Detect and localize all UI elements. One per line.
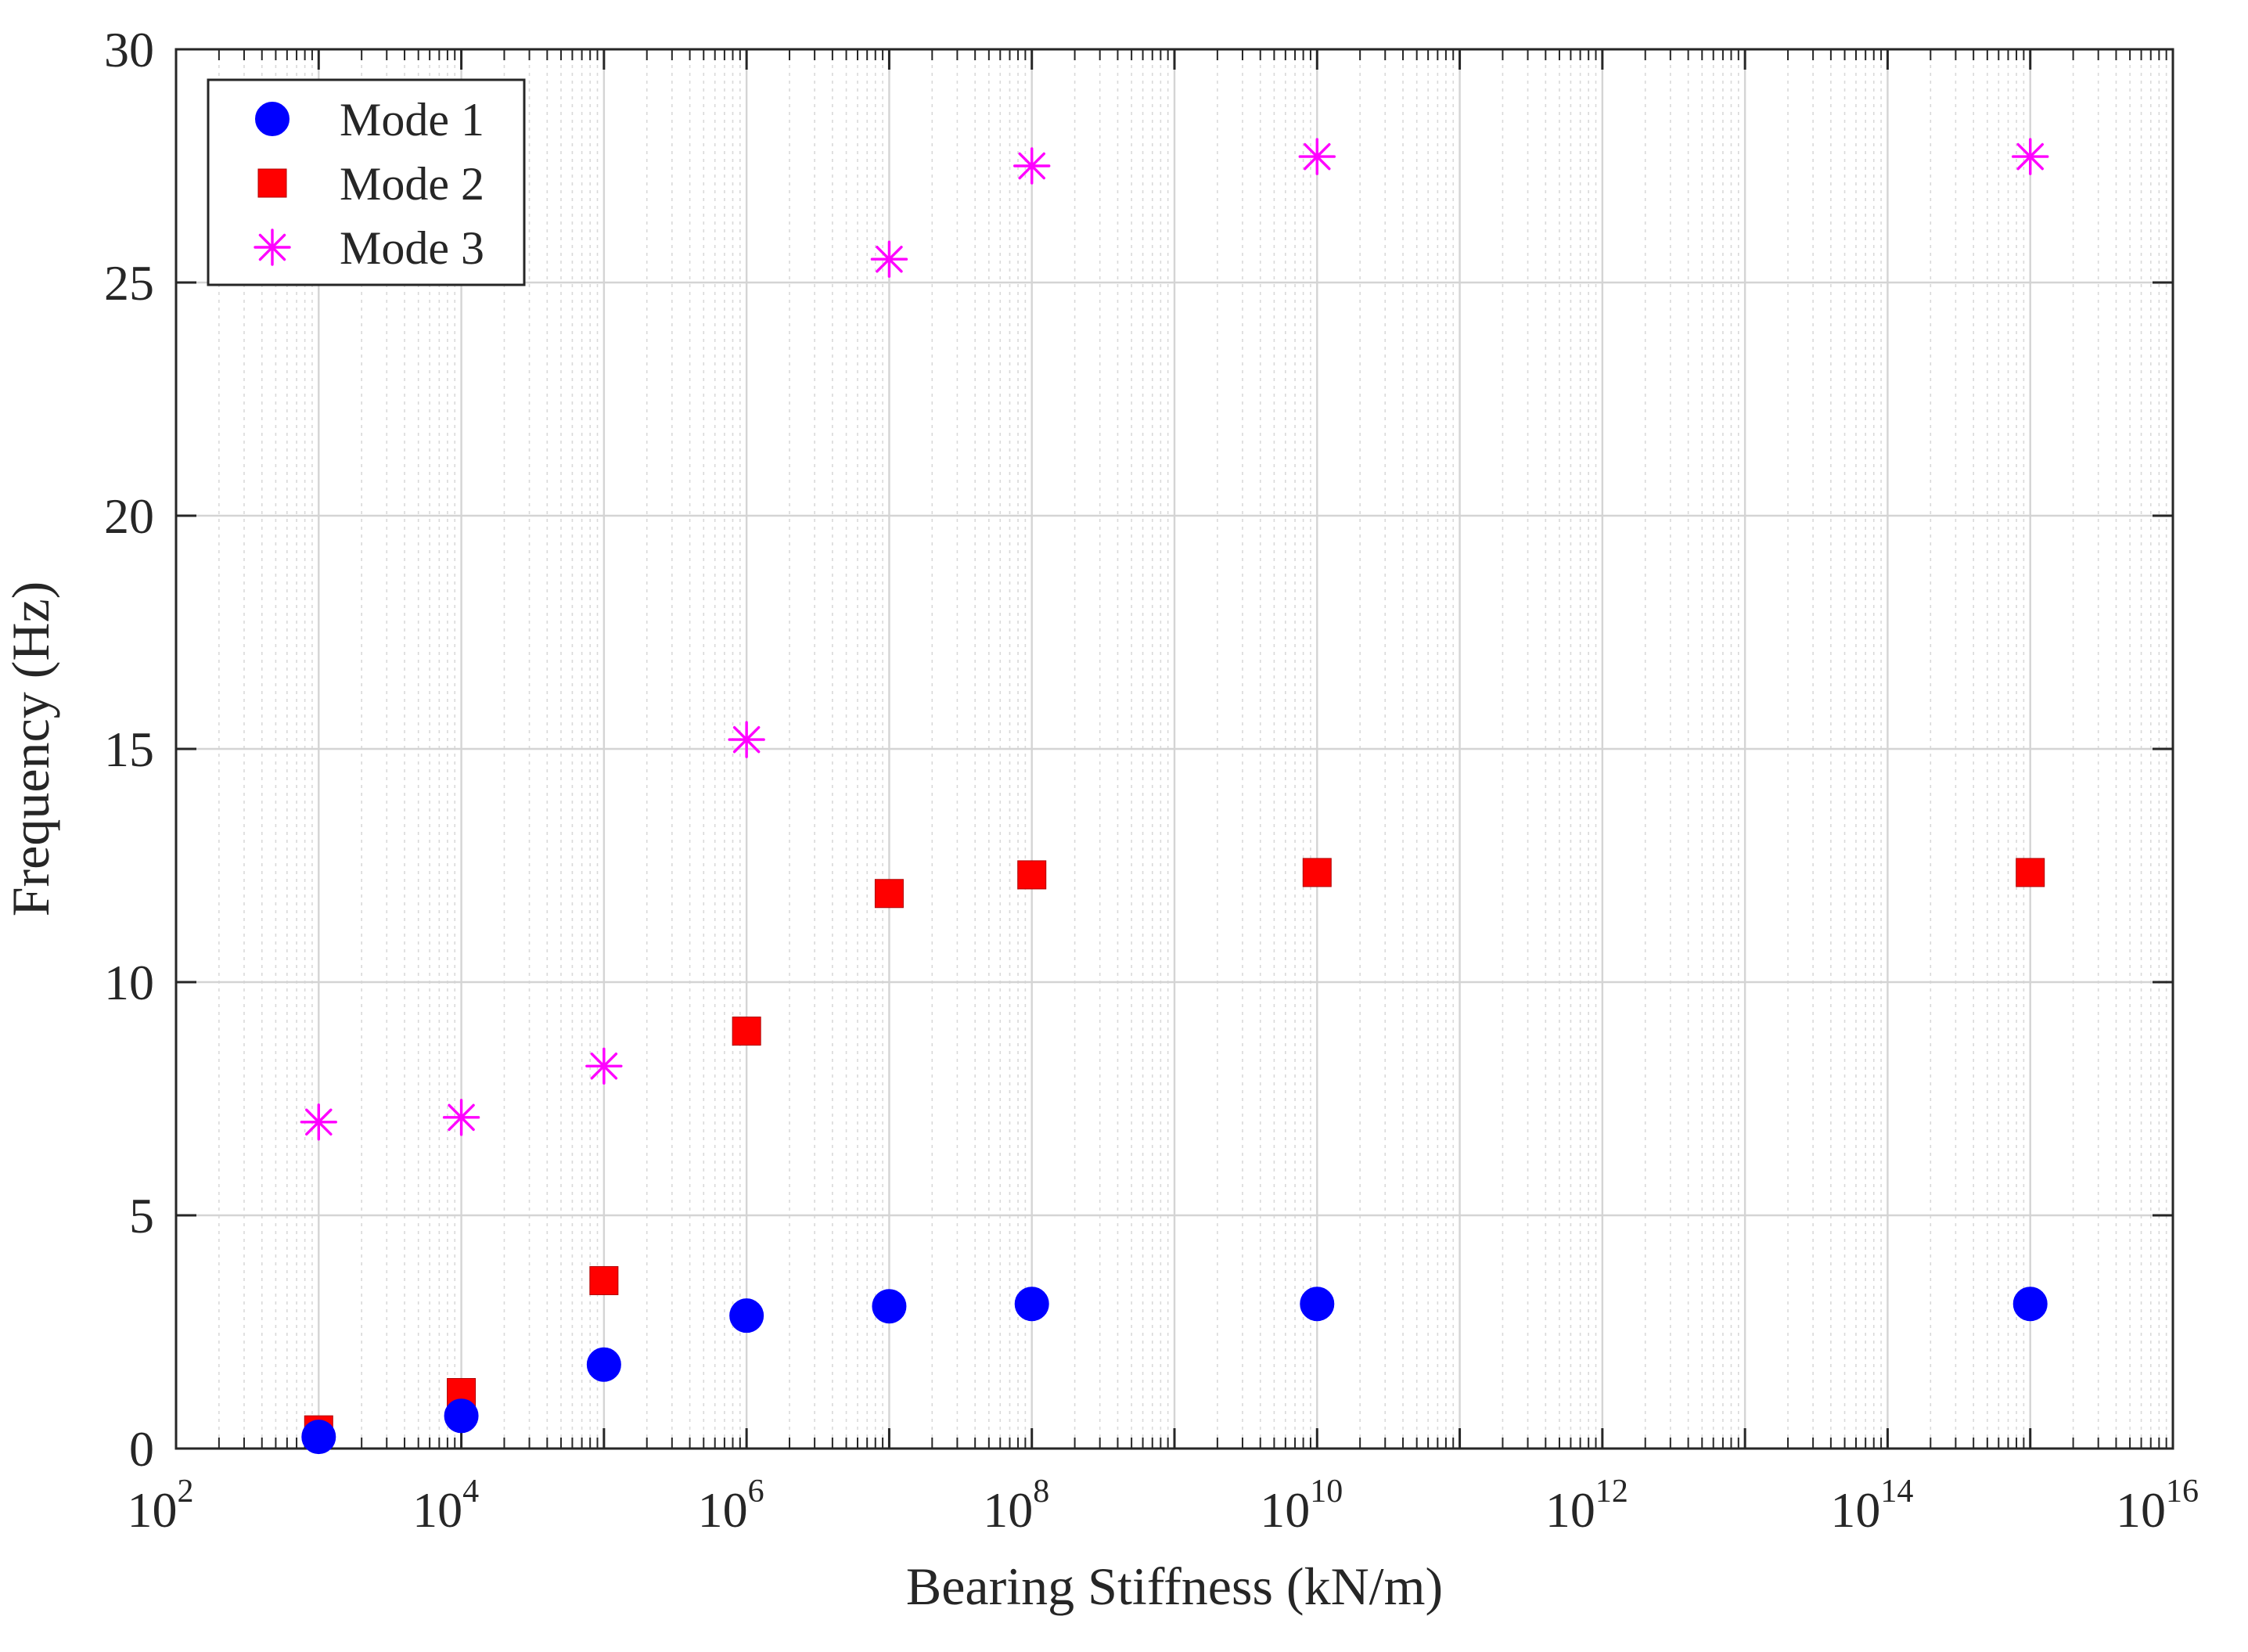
data-point-circle [1300, 1287, 1335, 1322]
x-tick-base: 10 [1260, 1482, 1310, 1538]
x-tick-label: 1014 [1830, 1474, 1913, 1538]
data-point-asterisk [870, 240, 908, 278]
y-tick-label: 30 [104, 22, 154, 77]
data-point-square [1017, 860, 1047, 890]
x-tick-exponent: 10 [1310, 1474, 1343, 1510]
asterisk-stroke [258, 233, 286, 261]
asterisk-stroke [2016, 142, 2044, 171]
x-tick-labels: 102 104 106 108 1010 1012 1014 1016 [128, 1474, 2199, 1538]
asterisk-stroke [448, 1103, 475, 1132]
asterisk-stroke [305, 1108, 333, 1136]
data-point-asterisk [585, 1047, 623, 1085]
data-point-asterisk [1298, 138, 1336, 175]
y-tick-label: 5 [129, 1188, 154, 1243]
x-tick-exponent: 12 [1595, 1474, 1628, 1510]
data-point-asterisk [442, 1099, 480, 1136]
x-tick-exponent: 14 [1880, 1474, 1913, 1510]
data-markers [300, 138, 2049, 1455]
y-tick-label: 0 [129, 1421, 154, 1477]
x-tick-label: 102 [128, 1474, 194, 1538]
data-point-circle [586, 1347, 621, 1382]
x-tick-base: 10 [128, 1482, 178, 1538]
x-tick-label: 1016 [2116, 1474, 2199, 1538]
data-point-asterisk [2012, 138, 2049, 175]
y-tick-label: 15 [104, 722, 154, 777]
legend-label: Mode 3 [340, 222, 484, 274]
data-point-circle [1014, 1287, 1049, 1322]
x-tick-label: 106 [698, 1474, 764, 1538]
y-axis-title: Frequency (Hz) [1, 581, 60, 917]
y-tick-labels: 0 5 10 15 20 25 30 [104, 22, 154, 1477]
x-tick-base: 10 [1830, 1482, 1880, 1538]
data-point-asterisk [1013, 147, 1051, 185]
x-tick-label: 108 [983, 1474, 1049, 1538]
asterisk-stroke [876, 245, 903, 273]
axis-ticks [174, 48, 2174, 1450]
x-tick-exponent: 16 [2166, 1474, 2199, 1510]
x-tick-exponent: 2 [178, 1474, 194, 1510]
x-tick-base: 10 [2116, 1482, 2166, 1538]
series-mode-2 [304, 858, 2045, 1445]
data-point-circle [872, 1289, 907, 1324]
data-point-square [732, 1017, 761, 1046]
data-point-square [874, 879, 904, 909]
data-point-circle [2012, 1287, 2048, 1322]
x-axis-title: Bearing Stiffness (kN/m) [906, 1557, 1443, 1616]
data-point-asterisk [300, 1103, 337, 1141]
y-tick-label: 25 [104, 255, 154, 311]
legend-marker-square [257, 168, 287, 198]
legend-label: Mode 1 [340, 94, 484, 146]
series-mode-1 [301, 1287, 2048, 1455]
asterisk-stroke [1018, 152, 1045, 180]
data-point-circle [444, 1398, 479, 1434]
asterisk-stroke [1304, 142, 1331, 171]
legend-marker-asterisk [254, 229, 291, 266]
y-tick-label: 20 [104, 488, 154, 544]
x-tick-base: 10 [698, 1482, 748, 1538]
legend: Mode 1 Mode 2 Mode 3 [207, 78, 526, 286]
asterisk-stroke [590, 1053, 618, 1080]
asterisk-stroke [732, 725, 761, 754]
x-tick-label: 1010 [1260, 1474, 1343, 1538]
data-point-square [589, 1265, 619, 1295]
x-tick-exponent: 8 [1033, 1474, 1049, 1510]
x-tick-base: 10 [983, 1482, 1033, 1538]
series-mode-3 [300, 138, 2049, 1141]
x-tick-exponent: 4 [462, 1474, 479, 1510]
legend-label: Mode 2 [340, 158, 484, 210]
x-tick-label: 104 [412, 1474, 479, 1538]
data-point-square [2016, 858, 2045, 887]
x-tick-base: 10 [1545, 1482, 1595, 1538]
data-point-square [1302, 858, 1332, 887]
data-point-circle [729, 1298, 764, 1333]
data-point-asterisk [728, 721, 765, 758]
x-tick-base: 10 [412, 1482, 462, 1538]
x-tick-exponent: 6 [748, 1474, 764, 1510]
y-tick-label: 10 [104, 955, 154, 1010]
x-tick-label: 1012 [1545, 1474, 1628, 1538]
data-point-circle [301, 1420, 336, 1455]
legend-marker-circle [255, 102, 290, 136]
